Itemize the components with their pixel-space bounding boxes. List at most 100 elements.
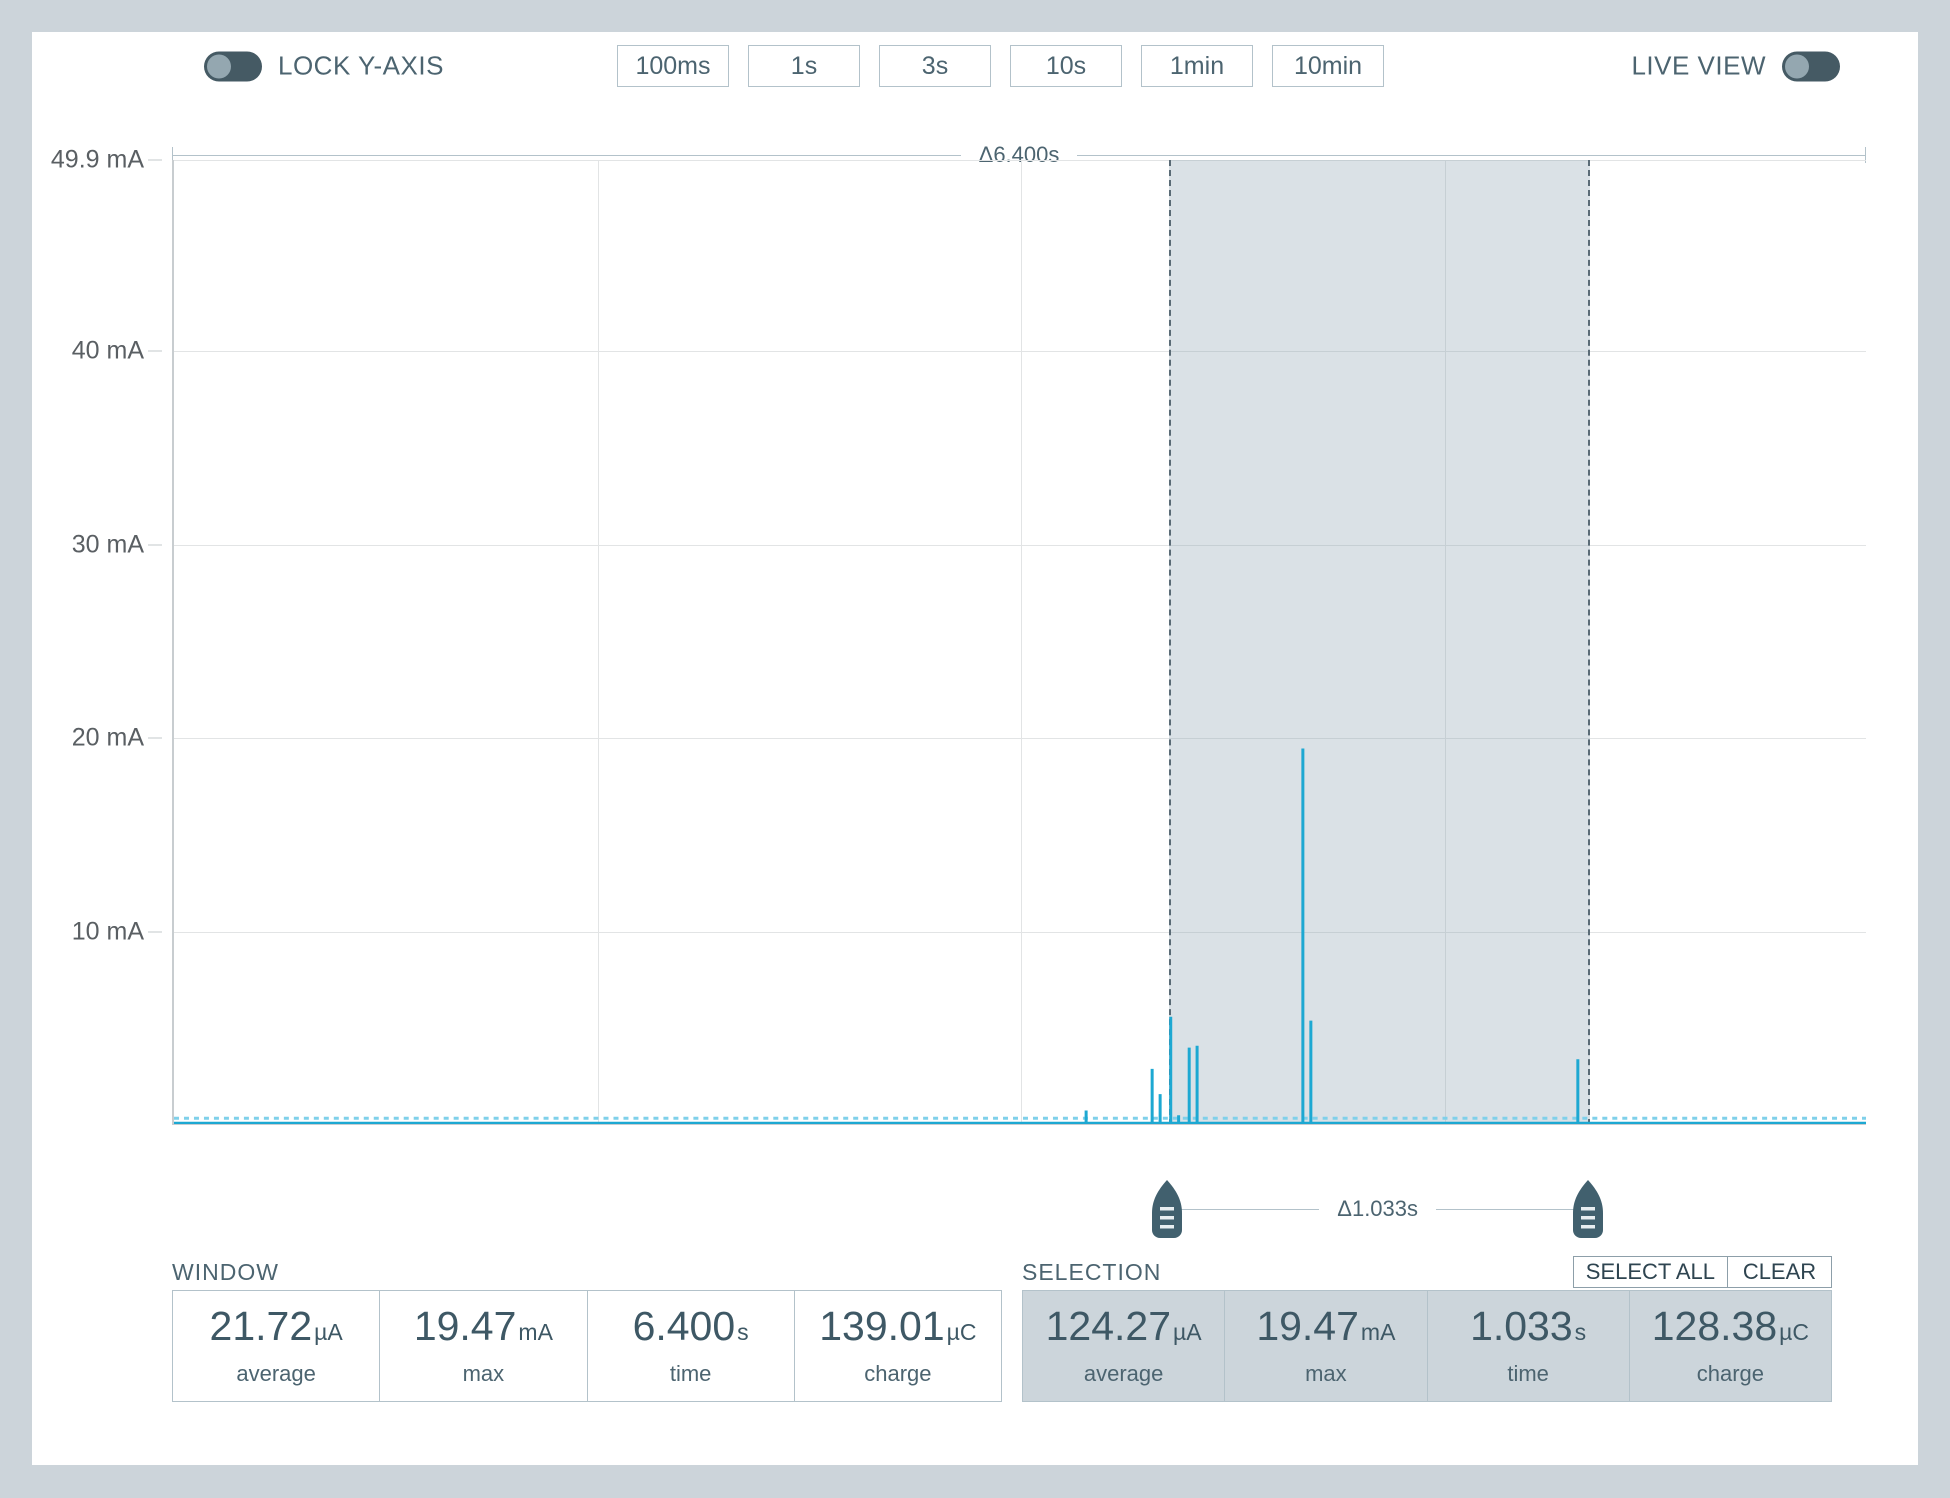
plot-region[interactable] [172, 160, 1866, 1125]
toggle-switch-icon[interactable] [204, 51, 262, 81]
y-axis-tick-label: 49.9 mA [50, 145, 144, 174]
ruler-cap-right [1865, 147, 1866, 163]
lock-y-axis-label: LOCK Y-AXIS [278, 50, 444, 81]
stat-cell-charge: 128.38 µC charge [1630, 1291, 1831, 1401]
stat-value: 21.72 µA [209, 1302, 343, 1349]
range-button-3s[interactable]: 3s [879, 45, 991, 87]
ruler-line-left [173, 154, 961, 156]
range-button-10s[interactable]: 10s [1010, 45, 1122, 87]
stat-number: 124.27 [1045, 1302, 1172, 1349]
y-axis-tick-mark [148, 931, 162, 933]
selection-duration-label: Δ1.033s [1337, 1196, 1419, 1221]
gridline-horizontal [174, 738, 1866, 740]
stat-number: 1.033 [1470, 1302, 1573, 1349]
stat-unit: µA [314, 1318, 343, 1345]
stat-unit: mA [518, 1318, 553, 1345]
stat-label: average [1083, 1360, 1164, 1386]
toggle-knob [1785, 54, 1809, 78]
selection-handle-right[interactable] [1571, 1180, 1605, 1238]
selection-panel-title: SELECTION [1022, 1258, 1162, 1285]
stat-value: 139.01 µC [819, 1305, 976, 1347]
stat-label: time [1507, 1360, 1549, 1386]
lock-y-axis-control[interactable]: LOCK Y-AXIS [204, 51, 444, 82]
y-axis-tick-mark [148, 159, 162, 161]
gridline-vertical [1021, 160, 1022, 1125]
y-axis: 49.9 mA 40 mA 30 mA 20 mA 10 mA [32, 122, 162, 1202]
stat-value: 6.400 s [632, 1302, 749, 1349]
x-axis-line [172, 1124, 1866, 1125]
selection-stat-row: 124.27 µA average 19.47 mA max 1.033 s time 128.3… [1022, 1290, 1832, 1402]
stat-label: max [462, 1360, 505, 1386]
stat-value: 128.38 µC [1651, 1302, 1810, 1349]
gridline-horizontal [174, 351, 1866, 353]
gridline-horizontal [174, 544, 1866, 546]
window-stats-panel: WINDOW 21.72 µA average 19.47 mA max 6.400 s tim… [172, 1254, 1002, 1402]
toggle-knob [207, 54, 231, 78]
stat-value: 1.033 s [1470, 1302, 1587, 1349]
y-axis-tick-label: 40 mA [71, 336, 144, 365]
selection-actions: SELECT ALL CLEAR [1572, 1256, 1832, 1288]
window-duration-label: Δ6.400s [978, 142, 1060, 167]
selection-panel-header: SELECTION SELECT ALL CLEAR [1022, 1254, 1832, 1290]
range-button-100ms[interactable]: 100ms [617, 45, 729, 87]
handle-pin-icon [1573, 1180, 1604, 1238]
live-view-control[interactable]: LIVE VIEW [1631, 51, 1840, 82]
gridline-horizontal [174, 931, 1866, 933]
select-all-button[interactable]: SELECT ALL [1572, 1256, 1728, 1288]
window-stat-row: 21.72 µA average 19.47 mA max 6.400 s time 139.01… [172, 1290, 1002, 1402]
selection-band[interactable] [1169, 160, 1591, 1125]
time-range-button-group: 100ms 1s 3s 10s 1min 10min [617, 45, 1384, 87]
stat-cell-time: 6.400 s time [588, 1291, 795, 1401]
stat-cell-average: 124.27 µA average [1023, 1291, 1226, 1401]
gridline-horizontal [174, 160, 1866, 161]
live-view-label: LIVE VIEW [1631, 50, 1766, 81]
stat-unit: s [1574, 1318, 1587, 1345]
range-button-1min[interactable]: 1min [1141, 45, 1253, 87]
stat-unit: µA [1173, 1318, 1202, 1345]
plot-inner[interactable] [174, 160, 1866, 1125]
selection-handles-row[interactable]: Δ1.033s [172, 1180, 1866, 1246]
stat-value: 19.47 mA [1256, 1302, 1396, 1349]
y-axis-tick-mark [148, 737, 162, 739]
range-button-1s[interactable]: 1s [748, 45, 860, 87]
y-axis-tick-mark [148, 350, 162, 352]
stat-value: 19.47 mA [414, 1305, 553, 1347]
toolbar: LOCK Y-AXIS 100ms 1s 3s 10s 1min 10min L… [32, 32, 1918, 100]
stat-value: 124.27 µA [1045, 1302, 1202, 1349]
stat-label: max [1305, 1360, 1347, 1386]
clear-button[interactable]: CLEAR [1728, 1256, 1832, 1288]
stat-unit: µC [1779, 1318, 1810, 1345]
toggle-switch-icon[interactable] [1782, 51, 1840, 81]
stat-number: 128.38 [1651, 1302, 1778, 1349]
stat-cell-charge: 139.01 µC charge [795, 1291, 1001, 1401]
y-axis-tick-mark [148, 544, 162, 546]
selection-handle-left[interactable] [1150, 1180, 1184, 1238]
ruler-line-right [1077, 154, 1865, 156]
stat-label: average [236, 1360, 316, 1386]
stats-area: WINDOW 21.72 µA average 19.47 mA max 6.400 s tim… [32, 1254, 1918, 1434]
stat-unit: s [737, 1318, 749, 1345]
power-profiler-panel: LOCK Y-AXIS 100ms 1s 3s 10s 1min 10min L… [32, 32, 1918, 1465]
y-axis-tick-label: 30 mA [71, 530, 144, 559]
stat-cell-max: 19.47 mA max [1225, 1291, 1428, 1401]
ruler-line-left [1167, 1208, 1320, 1210]
gridline-vertical [597, 160, 599, 1125]
stat-label: charge [1696, 1360, 1765, 1386]
stat-unit: mA [1360, 1318, 1396, 1345]
range-button-10min[interactable]: 10min [1272, 45, 1384, 87]
selection-duration-ruler: Δ1.033s [1167, 1196, 1589, 1221]
selection-stats-panel: SELECTION SELECT ALL CLEAR 124.27 µA avera… [1022, 1254, 1832, 1402]
window-panel-title: WINDOW [172, 1258, 279, 1285]
stat-cell-max: 19.47 mA max [380, 1291, 588, 1401]
chart-area: 49.9 mA 40 mA 30 mA 20 mA 10 mA [32, 122, 1918, 1202]
stat-number: 21.72 [209, 1302, 313, 1349]
stat-number: 6.400 [632, 1302, 736, 1349]
y-axis-tick-label: 20 mA [71, 723, 144, 752]
y-axis-tick-label: 10 mA [71, 917, 144, 946]
stat-number: 19.47 [1256, 1302, 1359, 1349]
ruler-line-right [1436, 1208, 1589, 1210]
stat-cell-average: 21.72 µA average [173, 1291, 381, 1401]
handle-pin-icon [1152, 1180, 1183, 1238]
window-panel-header: WINDOW [172, 1254, 1002, 1290]
ruler-cap-left [172, 147, 173, 163]
